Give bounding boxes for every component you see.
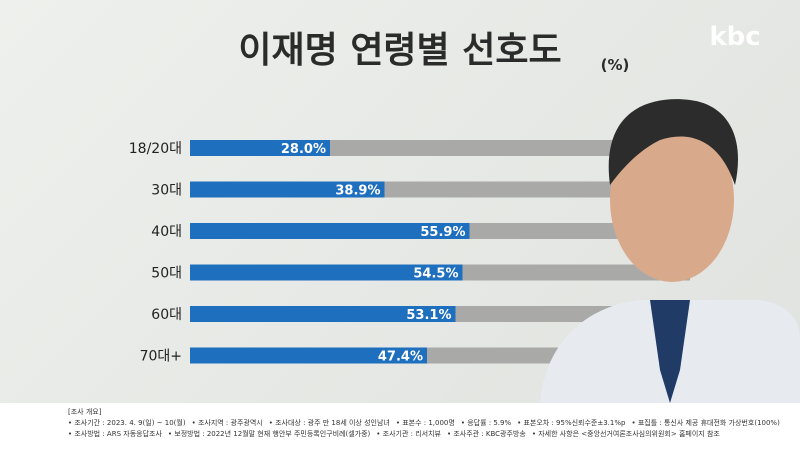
category-label: 30대	[151, 183, 182, 199]
category-label: 40대	[151, 224, 182, 240]
notes-item: 조사기간 : 2023. 4. 9(일) ~ 10(월)	[68, 419, 186, 427]
bar	[190, 223, 470, 239]
value-label: 47.4%	[378, 350, 423, 365]
notes-item: 조사대상 : 광주 만 18세 이상 성인남녀	[269, 419, 390, 427]
survey-notes: [조사 개요] 조사기간 : 2023. 4. 9(일) ~ 10(월) 조사지역…	[0, 403, 800, 450]
value-label: 55.9%	[420, 225, 465, 240]
unit-label: (%)	[601, 56, 630, 74]
notes-line: 조사방법 : ARS 자동응답조사 보정방법 : 2022년 12월말 현재 행안…	[68, 429, 800, 440]
bar	[190, 181, 385, 198]
notes-line: 조사기간 : 2023. 4. 9(일) ~ 10(월) 조사지역 : 광주광역시…	[68, 418, 800, 429]
notes-item: 조사기관 : 리서치뷰	[376, 430, 441, 438]
bar	[190, 347, 427, 364]
value-label: 53.1%	[406, 308, 451, 323]
category-label: 50대	[151, 266, 182, 282]
notes-item: 표집틀 : 통신사 제공 휴대전화 가상번호(100%)	[631, 419, 779, 427]
category-label: 18/20대	[129, 141, 182, 157]
notes-item: 조사지역 : 광주광역시	[192, 419, 263, 427]
notes-item: 표본수 : 1,000명	[396, 419, 455, 427]
bar	[190, 264, 463, 281]
notes-item: 조사방법 : ARS 자동응답조사	[68, 430, 162, 438]
person-photo	[540, 99, 800, 403]
bar	[190, 306, 456, 322]
chart-title: 이재명 연령별 선호도	[238, 30, 561, 71]
notes-item: 자세한 사항은 <중앙선거여론조사심의위원회> 홈페이지 참조	[532, 430, 720, 438]
category-label: 60대	[151, 307, 182, 323]
value-label: 54.5%	[413, 267, 458, 282]
value-label: 28.0%	[281, 142, 326, 157]
notes-heading: [조사 개요]	[68, 408, 102, 416]
notes-item: 보정방법 : 2022년 12월말 현재 행안부 주민등록인구비례(셀가중)	[168, 430, 370, 438]
category-label: 70대+	[140, 349, 182, 365]
value-label: 38.9%	[335, 184, 380, 199]
logo: kbc	[709, 22, 760, 52]
notes-item: 표본오차 : 95%신뢰수준±3.1%p	[517, 419, 625, 427]
notes-item: 응답률 : 5.9%	[461, 419, 511, 427]
notes-item: 조사주관 : KBC광주방송	[447, 430, 526, 438]
chart: 이재명 연령별 선호도 (%) kbc 18/20대 28.0% 30대 38.9% 4…	[128, 22, 800, 403]
bar	[190, 140, 330, 156]
